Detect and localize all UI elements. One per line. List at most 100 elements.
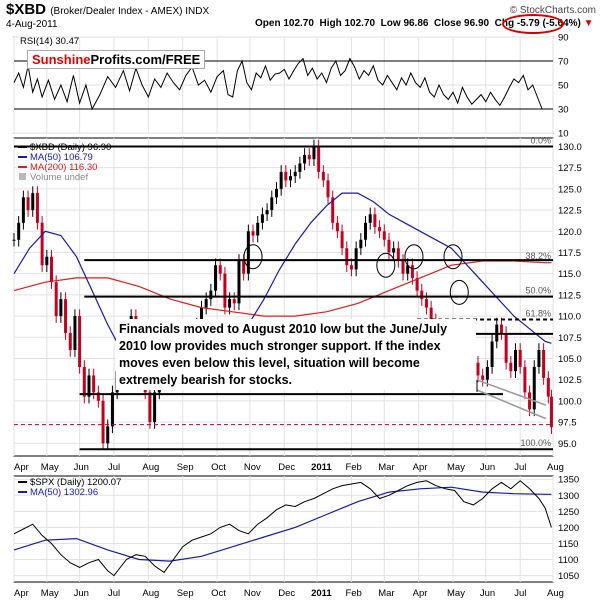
price-candle-body <box>31 193 35 211</box>
spx-x-label: Apr <box>14 588 29 599</box>
price-candle-body <box>49 256 53 283</box>
price-candle-body <box>232 299 236 304</box>
spx-tick-label: 1250 <box>558 507 579 518</box>
fib-label: 50.0% <box>525 286 551 296</box>
high-value: 102.70 <box>344 18 376 29</box>
price-candle-body <box>340 231 344 249</box>
price-x-label: Nov <box>244 462 261 473</box>
price-candle-body <box>335 222 339 232</box>
price-candle-body <box>265 210 269 215</box>
price-candle-body <box>101 400 105 444</box>
spx-x-label: Feb <box>345 588 361 599</box>
price-candle-body <box>54 282 58 317</box>
price-x-label: Sep <box>177 462 194 473</box>
rsi-tick-label: 70 <box>558 57 569 68</box>
fib-label: 61.8% <box>525 308 551 318</box>
pattern-circle <box>404 244 424 270</box>
price-candle-body <box>424 299 428 308</box>
brand-part1: Sunshine <box>32 52 91 67</box>
spx-x-label: Dec <box>278 588 295 599</box>
price-x-label: Dec <box>278 462 295 473</box>
fib-label: 100.0% <box>520 438 551 448</box>
pattern-circle <box>243 244 263 270</box>
price-candle-body <box>260 214 264 223</box>
price-candle-body <box>256 222 260 236</box>
price-candle-body <box>251 231 255 236</box>
spx-x-label: Jun <box>74 588 89 599</box>
fib-label: 38.2% <box>525 251 551 261</box>
price-candle-body <box>148 392 152 423</box>
brand-box[interactable]: SunshineProfits.com/FREE <box>27 50 206 69</box>
price-tick-label: 115.0 <box>558 269 581 280</box>
price-x-label: May <box>447 462 465 473</box>
price-candle-body <box>542 350 546 378</box>
price-candle-body <box>373 214 377 228</box>
price-candle-body <box>228 299 232 308</box>
price-candle-body <box>298 163 302 172</box>
spx-legend-label: $SPX (Daily) 1200.07 <box>30 477 121 488</box>
price-tick-label: 97.5 <box>558 418 577 429</box>
spx-x-label: 2011 <box>311 588 332 599</box>
price-candle-body <box>368 214 372 223</box>
price-x-label: Mar <box>378 462 394 473</box>
price-candle-body <box>354 248 358 270</box>
price-candle-body <box>476 362 480 376</box>
price-candle-body <box>293 171 297 177</box>
price-candle-body <box>523 366 527 393</box>
price-tick-label: 130.0 <box>558 142 582 153</box>
price-candle-body <box>537 350 541 367</box>
price-candle-body <box>96 392 100 401</box>
price-candle-body <box>326 180 330 198</box>
fib-label: 0.0% <box>530 135 551 145</box>
pattern-circle <box>376 252 396 278</box>
price-x-label: 2011 <box>311 462 332 473</box>
price-candle-body <box>289 176 293 181</box>
price-candle-body <box>237 260 241 304</box>
price-candle-body <box>223 273 227 308</box>
price-candle-body <box>410 265 414 278</box>
rsi-tick-label: 30 <box>558 105 569 116</box>
rsi-tick-label: 10 <box>558 129 569 140</box>
low-value: 96.86 <box>403 18 429 29</box>
price-candle-body <box>429 307 433 321</box>
price-candle-body <box>514 350 518 372</box>
spx-tick-label: 1300 <box>558 491 579 502</box>
spx-tick-label: 1350 <box>558 475 579 486</box>
price-candle-body <box>110 392 114 427</box>
price-candle-body <box>199 307 203 325</box>
spx-x-label: May <box>447 588 465 599</box>
price-x-label: Feb <box>345 462 361 473</box>
spx-x-label: Mar <box>378 588 394 599</box>
price-x-label: Oct <box>211 462 226 473</box>
price-x-label: Apr <box>413 462 428 473</box>
price-candle-body <box>345 248 349 266</box>
price-tick-label: 95.0 <box>558 439 577 450</box>
price-candle-body <box>274 188 278 198</box>
price-tick-label: 102.5 <box>558 375 582 386</box>
rsi-line <box>13 57 543 111</box>
price-x-label: Aug <box>547 462 564 473</box>
price-candle-body <box>359 239 363 249</box>
close-value: 96.90 <box>464 18 490 29</box>
credit-text: © StockCharts.com <box>509 5 596 16</box>
price-tick-label: 105.0 <box>558 354 582 365</box>
price-x-label: Jun <box>74 462 89 473</box>
quote-date: 4-Aug-2011 <box>6 19 58 30</box>
price-candle-body <box>546 377 550 397</box>
spx-x-label: May <box>41 588 59 599</box>
brand-part2: Profits.com/FREE <box>90 52 201 67</box>
price-tick-label: 112.5 <box>558 290 581 301</box>
price-x-label: Aug <box>142 462 159 473</box>
price-candle-body <box>331 197 335 223</box>
arrow-line <box>476 389 547 420</box>
price-candle-body <box>321 171 325 181</box>
spx-tick-label: 1150 <box>558 539 578 550</box>
spx-x-label: Oct <box>211 588 226 599</box>
price-candle-body <box>485 366 489 380</box>
spx-frame <box>13 475 554 583</box>
price-candle-body <box>420 290 424 300</box>
price-candle-body <box>364 222 368 240</box>
price-candle-body <box>401 260 405 274</box>
price-candle-body <box>307 154 311 160</box>
price-candle-body <box>392 248 396 253</box>
